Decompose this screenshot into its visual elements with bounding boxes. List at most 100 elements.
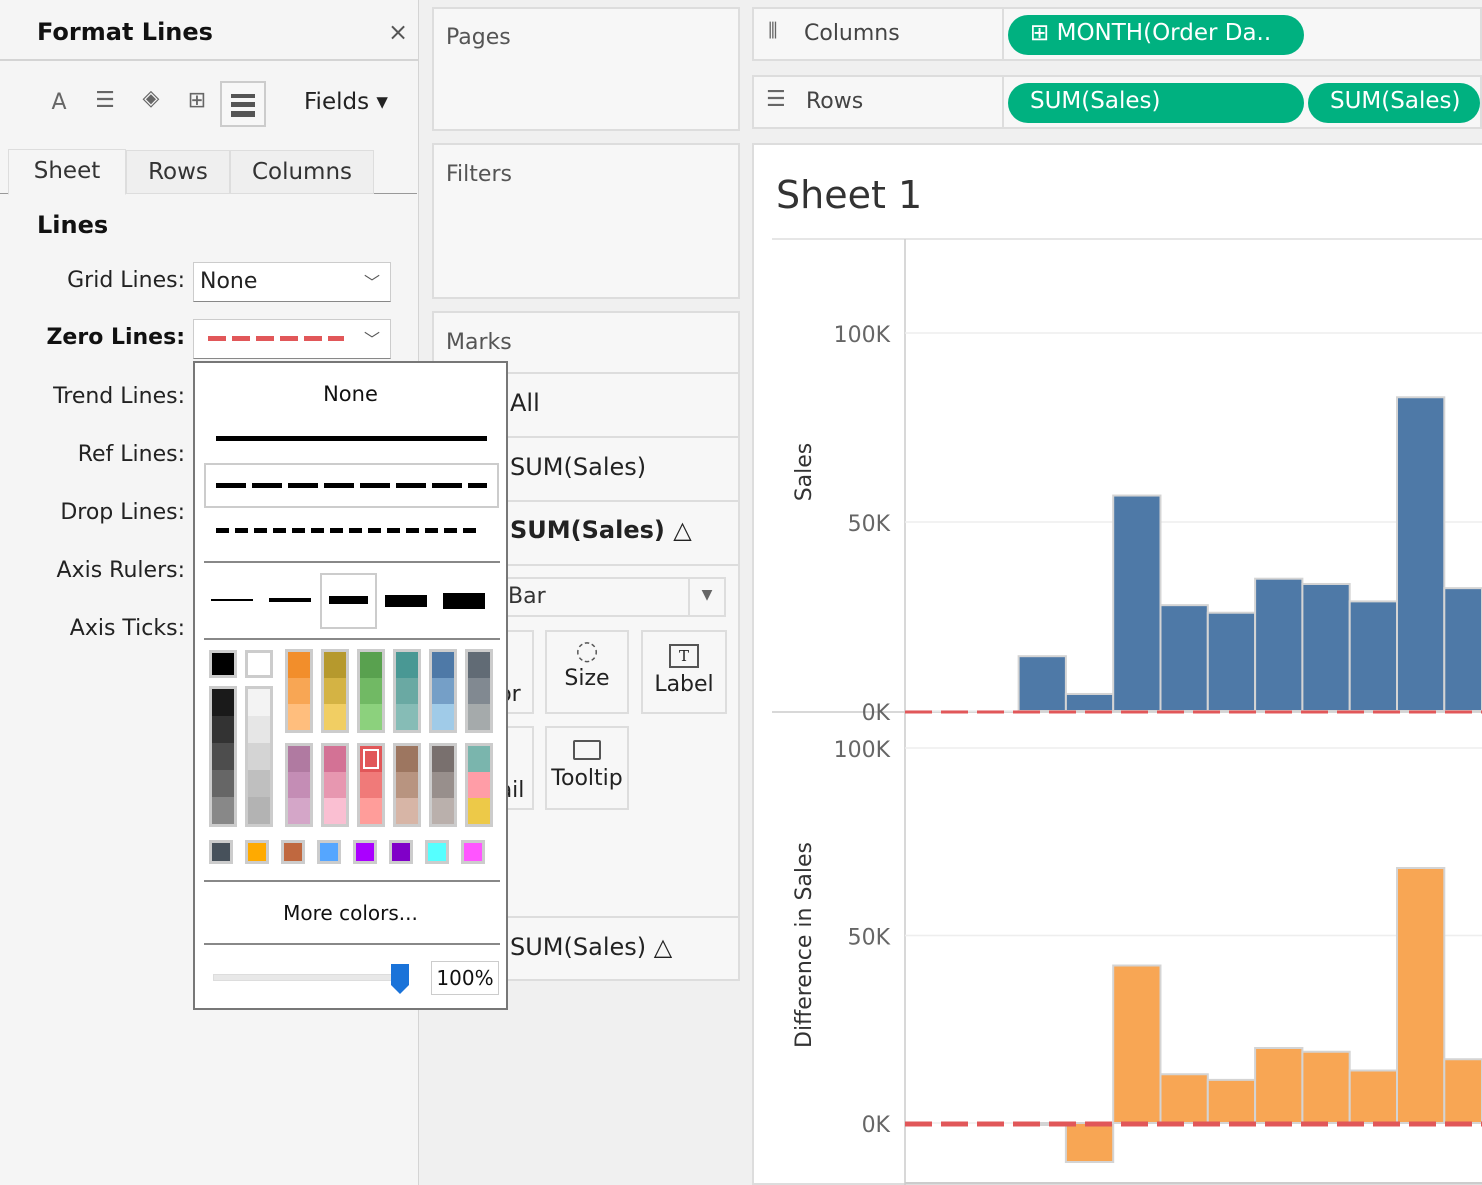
color-swatch[interactable] <box>432 704 454 730</box>
color-swatch[interactable] <box>396 746 418 772</box>
color-swatch[interactable] <box>324 652 346 678</box>
color-swatch[interactable] <box>324 704 346 730</box>
color-swatch[interactable] <box>468 704 490 730</box>
color-swatch-black[interactable] <box>209 650 237 678</box>
gray-ramp[interactable] <box>209 686 237 827</box>
month-order-date-pill[interactable]: ⊞ MONTH(Order Da.. <box>1008 15 1304 55</box>
thickness-1-option[interactable] <box>211 599 253 601</box>
color-swatch[interactable] <box>432 772 454 798</box>
slider-handle[interactable] <box>391 964 409 994</box>
color-swatch[interactable] <box>360 678 382 704</box>
color-swatch-white[interactable] <box>245 650 273 678</box>
color-swatch[interactable] <box>396 704 418 730</box>
tab-sheet[interactable]: Sheet <box>8 149 126 195</box>
color-swatch[interactable] <box>428 843 446 861</box>
color-swatch[interactable] <box>324 678 346 704</box>
tooltip-button[interactable]: Tooltip <box>545 726 629 810</box>
color-swatch[interactable] <box>212 689 234 716</box>
color-swatch[interactable] <box>288 678 310 704</box>
thickness-3-option[interactable] <box>320 573 377 629</box>
color-swatch[interactable] <box>468 772 490 798</box>
color-swatch[interactable] <box>396 652 418 678</box>
color-swatch[interactable] <box>212 797 234 824</box>
color-swatch[interactable] <box>212 653 234 675</box>
color-swatch[interactable] <box>468 652 490 678</box>
color-swatch[interactable] <box>468 798 490 824</box>
color-swatch[interactable] <box>396 772 418 798</box>
color-swatch[interactable] <box>468 678 490 704</box>
color-swatch[interactable] <box>248 689 270 716</box>
color-swatch[interactable] <box>360 746 382 772</box>
line-dashed-option[interactable] <box>204 463 499 508</box>
expand-icon[interactable]: ⊞ <box>1030 20 1057 46</box>
color-swatch[interactable] <box>320 843 338 861</box>
font-icon[interactable]: A <box>51 90 67 115</box>
color-swatch[interactable] <box>324 746 346 772</box>
color-ramp[interactable] <box>393 743 421 827</box>
line-solid-option[interactable] <box>216 436 487 441</box>
color-ramp[interactable] <box>429 743 457 827</box>
color-swatch[interactable] <box>284 843 302 861</box>
color-swatch[interactable] <box>464 843 482 861</box>
color-swatch[interactable] <box>248 770 270 797</box>
opacity-input[interactable]: 100% <box>431 961 499 995</box>
size-button[interactable]: ◌ Size <box>545 630 629 714</box>
marks-sum-sales-tab[interactable]: SUM(Sales) <box>510 453 647 481</box>
color-swatch[interactable] <box>425 840 449 864</box>
color-swatch[interactable] <box>212 743 234 770</box>
color-swatch[interactable] <box>360 704 382 730</box>
color-ramp[interactable] <box>321 649 349 733</box>
sum-sales-diff-pill[interactable]: SUM(Sales) <box>1308 83 1480 123</box>
color-swatch[interactable] <box>248 653 270 675</box>
color-ramp[interactable] <box>465 743 493 827</box>
color-swatch[interactable] <box>360 798 382 824</box>
tab-rows[interactable]: Rows <box>126 150 230 194</box>
thickness-4-option[interactable] <box>385 595 427 607</box>
color-swatch[interactable] <box>248 743 270 770</box>
color-swatch[interactable] <box>396 798 418 824</box>
fields-dropdown[interactable]: Fields ▾ <box>304 89 388 115</box>
color-ramp[interactable] <box>429 649 457 733</box>
color-swatch[interactable] <box>209 840 233 864</box>
color-ramp[interactable] <box>285 649 313 733</box>
color-swatch[interactable] <box>468 746 490 772</box>
color-swatch[interactable] <box>281 840 305 864</box>
color-swatch[interactable] <box>288 772 310 798</box>
color-swatch[interactable] <box>324 772 346 798</box>
color-swatch[interactable] <box>432 652 454 678</box>
color-swatch[interactable] <box>212 716 234 743</box>
color-swatch[interactable] <box>432 746 454 772</box>
zero-lines-select[interactable]: ﹀ <box>193 319 391 359</box>
marks-all-tab[interactable]: All <box>510 389 540 417</box>
color-ramp[interactable] <box>465 649 493 733</box>
color-swatch[interactable] <box>360 772 382 798</box>
grid-lines-select[interactable]: None ﹀ <box>193 262 391 302</box>
thickness-2-option[interactable] <box>269 598 311 602</box>
color-swatch[interactable] <box>432 678 454 704</box>
marks-field-pill[interactable]: SUM(Sales) △ <box>510 933 673 961</box>
color-swatch[interactable] <box>432 798 454 824</box>
light-gray-ramp[interactable] <box>245 686 273 827</box>
color-ramp[interactable] <box>285 743 313 827</box>
opacity-slider[interactable] <box>213 974 403 981</box>
color-swatch[interactable] <box>288 798 310 824</box>
color-swatch[interactable] <box>356 843 374 861</box>
close-icon[interactable]: × <box>388 18 409 46</box>
color-swatch[interactable] <box>353 840 377 864</box>
sum-sales-pill[interactable]: SUM(Sales) <box>1008 83 1304 123</box>
color-swatch[interactable] <box>212 770 234 797</box>
color-swatch[interactable] <box>248 716 270 743</box>
color-swatch[interactable] <box>212 843 230 861</box>
color-swatch[interactable] <box>461 840 485 864</box>
color-swatch[interactable] <box>360 652 382 678</box>
color-swatch[interactable] <box>396 678 418 704</box>
color-swatch[interactable] <box>324 798 346 824</box>
marks-sum-sales-diff-tab[interactable]: SUM(Sales) △ <box>510 516 692 544</box>
color-swatch[interactable] <box>392 843 410 861</box>
line-dotted-option[interactable] <box>216 528 482 533</box>
color-ramp[interactable] <box>393 649 421 733</box>
borders-icon[interactable]: ⊞ <box>187 88 207 113</box>
color-swatch[interactable] <box>245 840 269 864</box>
color-swatch[interactable] <box>389 840 413 864</box>
color-ramp[interactable] <box>321 743 349 827</box>
